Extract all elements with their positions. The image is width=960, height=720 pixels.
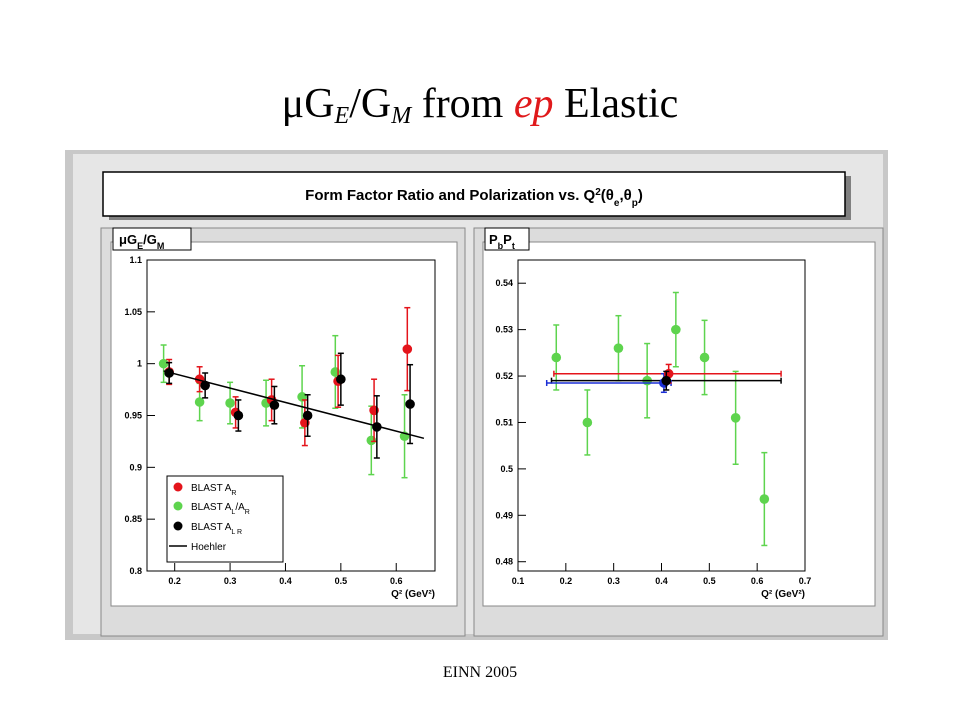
x-tick-label: 0.2: [560, 576, 573, 586]
right-ylabel-box: [484, 227, 530, 251]
y-tick-label: 0.8: [129, 566, 142, 576]
left-series-1-point: [194, 397, 205, 407]
right-plot: 0.1 0.2 0.3 0.4 0.5 0.6 0.7 0.48 0.49 0.5 0.51 0.52…: [495, 259, 812, 600]
x-axis-label: Q² (GeV²): [761, 589, 805, 600]
y-tick-label: 0.85: [124, 514, 142, 524]
legend-marker-alar: [173, 501, 183, 511]
legend-marker-alr: [173, 521, 183, 531]
right-ylabel: PbPt: [489, 232, 515, 251]
x-tick-label: 0.3: [607, 576, 620, 586]
left-series-0-point: [402, 344, 413, 354]
figure: Form Factor Ratio and Polarization vs. Q…: [65, 150, 888, 640]
right-green-point: [613, 343, 624, 353]
x-tick-label: 0.1: [512, 576, 525, 586]
footer: EINN 2005: [442, 664, 518, 681]
right-green-point: [759, 494, 770, 504]
left-series-2-point: [372, 422, 382, 432]
right-plot-area-bg: [482, 241, 876, 607]
y-tick-label: 0.53: [495, 325, 513, 335]
legend-label-alr: BLAST AL R: [191, 522, 242, 536]
left-series-2-point: [233, 410, 244, 421]
legend-label-ar: BLAST AR: [191, 483, 236, 497]
left-series-2-point: [302, 410, 313, 421]
y-tick-label: 0.95: [124, 411, 142, 421]
y-tick-label: 0.48: [495, 557, 513, 567]
right-green-point: [699, 352, 710, 363]
right-green-point: [582, 417, 593, 428]
left-series-2-point: [405, 399, 415, 409]
y-tick-label: 1.05: [124, 307, 142, 317]
y-tick-label: 1.1: [129, 255, 142, 265]
y-tick-label: 1: [137, 359, 142, 369]
x-axis-label: Q² (GeV²): [391, 589, 435, 600]
x-tick-label: 0.5: [335, 576, 348, 586]
y-tick-label: 0.9: [129, 462, 142, 472]
x-tick-label: 0.4: [655, 576, 668, 586]
y-tick-label: 0.5: [500, 464, 513, 474]
right-green-point: [671, 324, 681, 335]
legend-marker-ar: [173, 482, 183, 492]
y-tick-label: 0.49: [495, 510, 513, 520]
figure-canvas: Form Factor Ratio and Polarization vs. Q…: [65, 150, 888, 640]
left-plot: 0.2 0.3 0.4 0.5 0.6 0.8 0.85 0.9 0.95 1 1.05 1.1 Q² …: [124, 255, 436, 600]
legend-box: [166, 475, 284, 563]
y-tick-label: 0.51: [495, 417, 513, 427]
x-tick-label: 0.2: [168, 576, 181, 586]
x-tick-label: 0.5: [703, 576, 716, 586]
left-series-2-point: [336, 374, 346, 385]
x-tick-label: 0.6: [751, 576, 764, 586]
banner-box: [102, 171, 846, 217]
slide-title: μGE/GM from ep Elastic: [281, 81, 679, 129]
legend-label-hoehler: Hoehler: [191, 542, 227, 553]
legend: BLAST AR BLAST AL/AR BLAST AL R Hoehler: [166, 475, 284, 563]
left-series-1-point: [158, 358, 169, 369]
x-tick-label: 0.4: [279, 576, 292, 586]
y-tick-label: 0.54: [495, 278, 513, 288]
banner-title: Form Factor Ratio and Polarization vs. Q…: [305, 187, 643, 209]
left-series-1-point: [225, 398, 235, 408]
right-green-point: [730, 413, 741, 423]
left-ylabel-box: [112, 227, 192, 251]
legend-label-alar: BLAST AL/AR: [191, 502, 250, 516]
hoehler-line: [163, 370, 425, 440]
x-tick-label: 0.7: [799, 576, 812, 586]
left-series-2-point: [269, 400, 280, 410]
y-tick-label: 0.52: [495, 371, 513, 381]
left-ylabel: μGE/GM: [119, 232, 164, 251]
right-black-point: [661, 375, 672, 386]
right-green-point: [551, 352, 562, 363]
x-tick-label: 0.3: [224, 576, 237, 586]
x-tick-label: 0.6: [390, 576, 403, 586]
